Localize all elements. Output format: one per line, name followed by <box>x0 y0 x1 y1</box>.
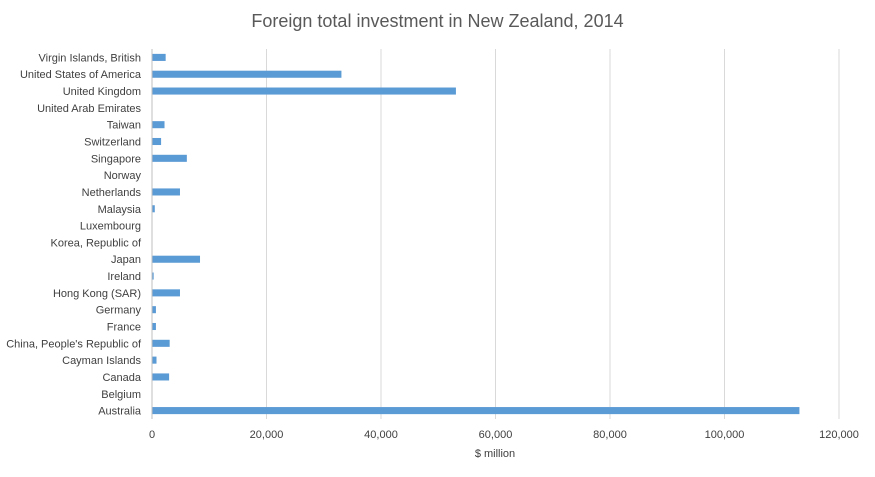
category-label: Australia <box>98 406 142 418</box>
bar <box>152 121 165 129</box>
x-tick-label: 80,000 <box>593 429 627 441</box>
category-label: Germany <box>96 305 142 317</box>
x-tick-label: 0 <box>149 429 155 441</box>
category-label: United Arab Emirates <box>37 103 141 115</box>
category-label: United Kingdom <box>63 86 141 98</box>
bar <box>152 356 157 364</box>
category-label: Singapore <box>91 153 141 165</box>
gridlines <box>151 49 840 419</box>
category-label: Norway <box>104 170 142 182</box>
bar <box>152 154 187 162</box>
category-label: Korea, Republic of <box>51 237 142 249</box>
x-tick-label: 20,000 <box>250 429 284 441</box>
bar <box>152 322 156 331</box>
category-label: Cayman Islands <box>62 355 141 367</box>
x-tick-label: 120,000 <box>819 429 859 441</box>
bars <box>152 53 800 415</box>
category-label: Malaysia <box>98 204 142 216</box>
category-label: Ireland <box>107 271 141 283</box>
category-label: Luxembourg <box>80 221 141 233</box>
x-tick-labels: 0 20,000 40,000 60,000 80,000 100,000 120,000 <box>149 429 859 441</box>
category-label: United States of America <box>20 69 142 81</box>
category-label: Virgin Islands, British <box>38 52 141 64</box>
bar <box>152 289 180 297</box>
chart-title: Foreign total investment in New Zealand,… <box>251 11 623 31</box>
bar <box>152 205 155 213</box>
category-label: Taiwan <box>107 120 141 132</box>
bar <box>152 306 156 314</box>
category-label: Canada <box>102 372 141 384</box>
x-tick-label: 100,000 <box>705 429 745 441</box>
bar <box>152 339 170 347</box>
bar <box>152 53 166 61</box>
category-label: Japan <box>111 254 141 266</box>
category-label: Belgium <box>101 389 141 401</box>
bar <box>152 137 162 146</box>
x-tick-label: 40,000 <box>364 429 398 441</box>
bar <box>152 70 342 78</box>
category-label: China, People's Republic of <box>6 338 142 350</box>
category-label: France <box>107 322 141 334</box>
bar <box>152 272 154 280</box>
category-label: Netherlands <box>82 187 142 199</box>
bar <box>152 373 170 381</box>
x-axis-title: $ million <box>475 448 515 460</box>
category-labels: Virgin Islands, British United States of … <box>6 52 142 417</box>
bar <box>152 87 456 95</box>
bar <box>152 188 180 196</box>
category-label: Switzerland <box>84 137 141 149</box>
bar <box>152 255 201 263</box>
category-label: Hong Kong (SAR) <box>53 288 141 300</box>
bar <box>152 407 800 415</box>
x-tick-label: 60,000 <box>479 429 513 441</box>
